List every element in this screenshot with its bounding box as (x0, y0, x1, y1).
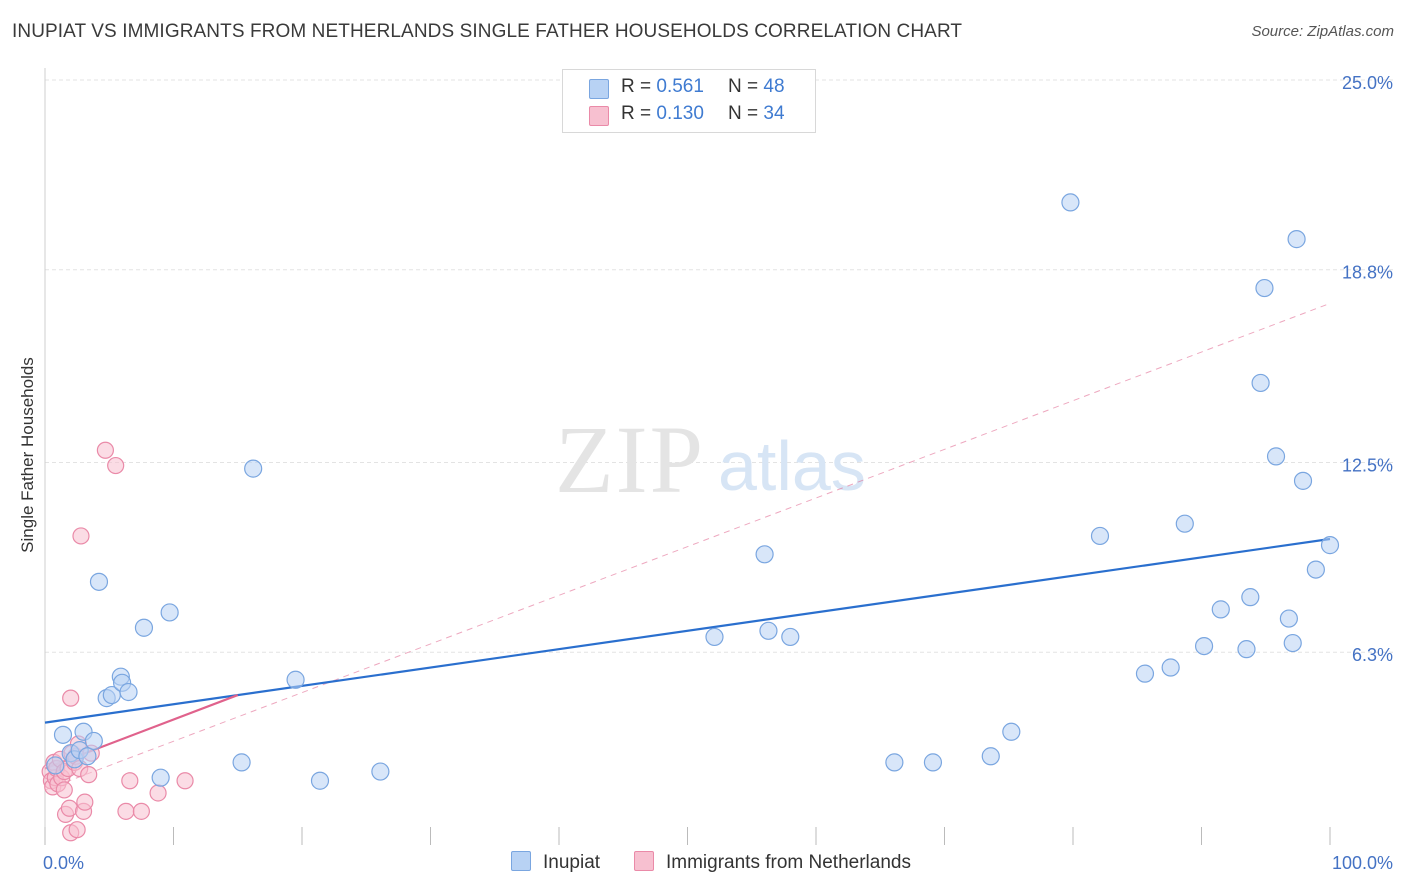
trend-lines (44, 302, 1331, 791)
inupiat-point (244, 459, 263, 478)
inupiat-point (1251, 373, 1270, 393)
netherlands-trend-extended (44, 302, 1331, 791)
inupiat-point (286, 670, 305, 689)
inupiat-point (160, 603, 179, 622)
inupiat-point (84, 731, 103, 751)
y-tick-label: 25.0% (1342, 73, 1393, 93)
netherlands-point (121, 772, 139, 790)
inupiat-point (119, 682, 138, 702)
inupiat-r: R = 0.561 (621, 76, 704, 97)
legend-label-inupiat: Inupiat (543, 852, 601, 873)
series-legend: Inupiat Immigrants from Netherlands (0, 851, 1406, 877)
legend-swatch-netherlands (634, 851, 654, 871)
inupiat-point (759, 621, 778, 640)
inupiat-point (1241, 588, 1260, 607)
legend-item-netherlands[interactable]: Immigrants from Netherlands (634, 851, 911, 874)
inupiat-point (78, 747, 97, 766)
netherlands-swatch (589, 106, 609, 126)
tick-labels: 6.3% 12.5% 18.8% 25.0% 0.0% 100.0% (43, 73, 1393, 873)
netherlands-point (96, 441, 114, 459)
netherlands-point (72, 527, 90, 545)
legend-item-inupiat[interactable]: Inupiat (511, 851, 600, 874)
inupiat-point (705, 627, 724, 647)
y-tick-label: 6.3% (1352, 645, 1393, 665)
legend-swatch-inupiat (511, 851, 531, 871)
netherlands-n: N = 34 (728, 103, 785, 124)
inupiat-point (1194, 636, 1214, 656)
inupiat-point (53, 725, 73, 744)
inupiat-point (1175, 514, 1194, 533)
netherlands-point (62, 689, 80, 707)
netherlands-point (55, 781, 73, 799)
inupiat-point (1255, 278, 1274, 298)
netherlands-r: R = 0.130 (621, 103, 704, 124)
inupiat-point (371, 762, 390, 781)
inupiat-point (1002, 722, 1021, 741)
inupiat-point (1266, 447, 1286, 466)
inupiat-point (1211, 600, 1230, 619)
inupiat-point (781, 627, 800, 647)
inupiat-point (151, 768, 170, 787)
x-tick-label-max: 100.0% (1332, 853, 1393, 873)
x-tick-label-min: 0.0% (43, 853, 84, 873)
inupiat-point (1161, 658, 1180, 677)
netherlands-point (107, 456, 125, 475)
netherlands-point (60, 799, 79, 817)
inupiat-trend-line (44, 537, 1331, 724)
data-points (41, 193, 1340, 842)
source-label: Source: ZipAtlas.com (1251, 23, 1394, 40)
watermark-atlas: atlas (718, 427, 866, 505)
inupiat-point (1135, 664, 1155, 683)
inupiat-point (1237, 640, 1256, 659)
inupiat-point (885, 753, 904, 772)
inupiat-swatch (589, 79, 609, 99)
inupiat-point (232, 753, 251, 772)
chart-title: INUPIAT VS IMMIGRANTS FROM NETHERLANDS S… (12, 21, 963, 42)
netherlands-point (176, 772, 194, 790)
netherlands-point (132, 802, 150, 820)
netherlands-point (80, 766, 98, 784)
inupiat-n: N = 48 (728, 76, 785, 97)
inupiat-point (755, 545, 774, 564)
legend-label-netherlands: Immigrants from Netherlands (666, 852, 911, 873)
inupiat-point (1287, 230, 1306, 249)
inupiat-point (981, 747, 1000, 766)
inupiat-point (89, 572, 109, 591)
watermark: ZIP atlas (555, 406, 866, 513)
netherlands-point (117, 802, 135, 820)
watermark-zip: ZIP (555, 406, 705, 513)
inupiat-point (1320, 536, 1340, 555)
netherlands-point (68, 821, 86, 839)
stats-legend: R = 0.561 N = 48 R = 0.130 N = 34 (562, 69, 816, 133)
netherlands-point (76, 793, 94, 811)
netherlands-point (149, 784, 167, 802)
inupiat-point (1306, 560, 1325, 579)
inupiat-point (1279, 609, 1298, 628)
inupiat-point (46, 756, 65, 775)
inupiat-point (923, 753, 943, 772)
inupiat-point (1090, 526, 1110, 546)
axes (44, 68, 1331, 845)
inupiat-point (1061, 193, 1080, 212)
grid-lines (45, 79, 1393, 653)
y-tick-label: 12.5% (1342, 456, 1393, 476)
inupiat-point (134, 618, 154, 637)
inupiat-point (1283, 633, 1302, 653)
inupiat-point (1293, 471, 1313, 490)
inupiat-point (310, 771, 330, 790)
y-tick-label: 18.8% (1342, 263, 1393, 283)
